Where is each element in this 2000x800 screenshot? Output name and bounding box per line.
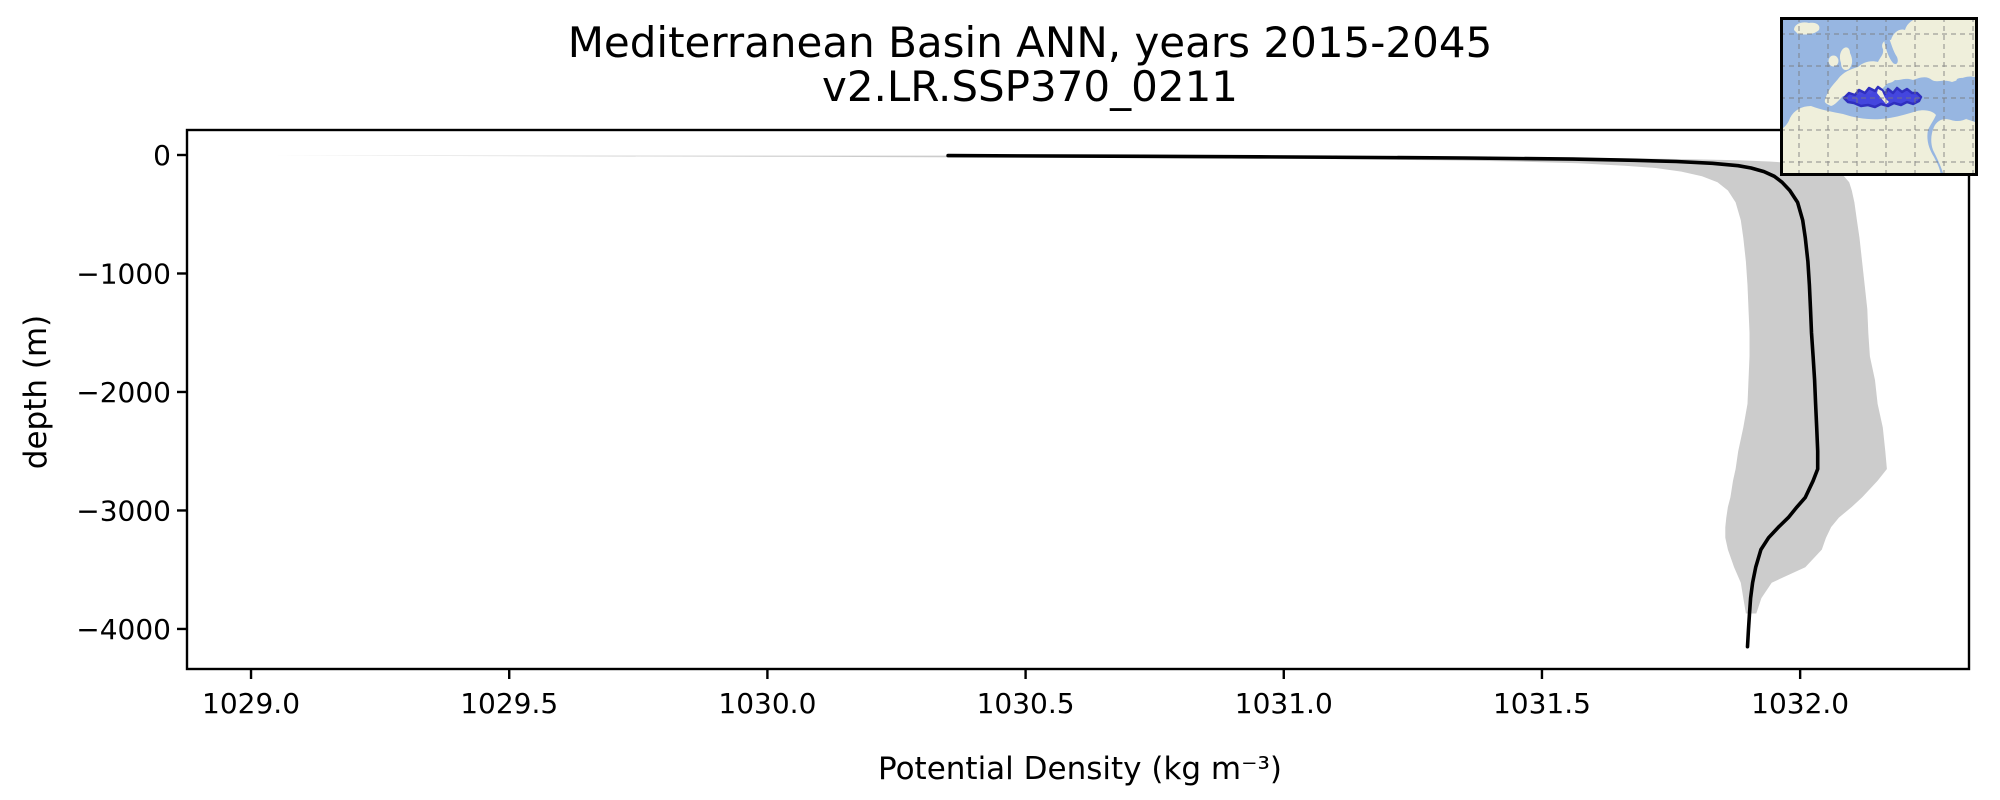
mean-line-layer (946, 153, 1820, 649)
map-land-iceland (1794, 22, 1820, 35)
axes-layer: 1029.0 1029.5 1030.0 1030.5 1031.0 1031.5 1032… (76, 128, 1971, 720)
uncertainty-band (271, 155, 1887, 614)
x-tick-label: 1031.0 (1235, 687, 1333, 720)
x-tick-label: 1032.0 (1751, 687, 1849, 720)
map-land-eurasia (1824, 17, 1978, 106)
x-tick-label: 1029.5 (460, 687, 558, 720)
y-tick-label: 0 (153, 139, 171, 172)
x-tick-label: 1029.0 (202, 687, 300, 720)
map-land-arabia (1931, 116, 1978, 176)
y-tick-label: −4000 (76, 613, 171, 646)
map-baltic-sea (1884, 33, 1898, 65)
map-caspian-sea (1955, 77, 1972, 107)
map-gridlines (1780, 17, 1978, 176)
chart-title-line2: v2.LR.SSP370_0211 (822, 62, 1238, 111)
map-land (1780, 17, 1978, 176)
chart-title-line1: Mediterranean Basin ANN, years 2015-2045 (568, 18, 1493, 67)
mean-density-line (946, 153, 1820, 649)
x-tick-label: 1030.0 (718, 687, 816, 720)
plot-spines (185, 128, 1971, 671)
map-land-ireland (1828, 55, 1839, 67)
y-axis-label: depth (m) (18, 315, 54, 469)
inset-locator-map (1780, 17, 1978, 176)
map-land-africa (1780, 106, 1941, 176)
y-tick-label: −2000 (76, 376, 171, 409)
map-land-britain (1839, 47, 1853, 71)
y-tick-label: −1000 (76, 257, 171, 290)
x-axis-label: Potential Density (kg m⁻³) (878, 751, 1282, 787)
map-border (1780, 17, 1978, 176)
uncertainty-band-layer (271, 155, 1887, 614)
x-tick-label: 1031.5 (1493, 687, 1591, 720)
y-tick-label: −3000 (76, 494, 171, 527)
x-tick-label: 1030.5 (977, 687, 1075, 720)
